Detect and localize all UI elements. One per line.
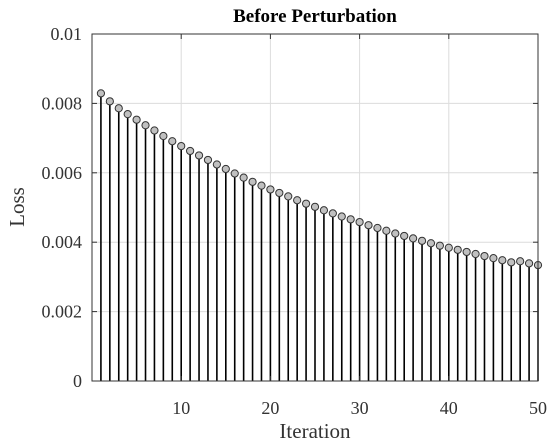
stem-marker: [498, 256, 507, 265]
stem-marker: [177, 141, 186, 151]
tick-marks: [92, 33, 539, 382]
x-axis-label: Iteration: [279, 419, 351, 443]
stem-marker: [453, 245, 462, 254]
x-tick-label: 50: [529, 398, 547, 418]
stem-marker: [373, 223, 382, 233]
stem-marker: [239, 173, 248, 182]
x-tick-label: 10: [172, 398, 190, 418]
stem-marker: [319, 206, 329, 215]
y-tick-label: 0.008: [42, 93, 83, 113]
stem-marker: [462, 247, 471, 257]
stem-marker: [186, 146, 195, 156]
stem-marker: [524, 259, 534, 268]
stem-marker: [346, 215, 355, 224]
stem-marker: [391, 229, 400, 238]
stem-marker: [310, 202, 320, 211]
stem-marker: [293, 196, 302, 205]
stem-marker: [480, 251, 489, 261]
stem-marker: [417, 236, 427, 245]
stem-marker: [301, 199, 311, 208]
stem-marker: [382, 226, 391, 235]
stem-marker: [426, 239, 436, 248]
stem-marker: [141, 121, 150, 130]
stem-marker: [435, 241, 444, 250]
stem-marker: [114, 104, 123, 113]
stem-marker: [194, 151, 204, 160]
stem-marker: [409, 234, 418, 243]
stem-marker: [489, 254, 498, 263]
stem-marker: [400, 231, 409, 241]
x-tick-label: 30: [351, 398, 369, 418]
stem-marker: [507, 258, 516, 267]
y-tick-label: 0.01: [51, 24, 83, 44]
stem-marker: [105, 97, 114, 106]
stem-marker: [337, 212, 346, 221]
stem-marker: [230, 169, 239, 178]
stem-marker: [284, 192, 293, 201]
stem-marker: [168, 137, 177, 146]
stem-marker: [159, 131, 168, 141]
stem-marker: [275, 188, 284, 198]
plot-frame: [91, 33, 539, 382]
stem-marker: [123, 110, 132, 119]
stem-marker: [266, 185, 275, 194]
stem-marker: [516, 257, 525, 266]
stem-marker: [212, 160, 221, 169]
stem-marker: [355, 217, 364, 227]
stem-marker: [257, 181, 266, 190]
y-tick-label: 0.002: [42, 302, 83, 322]
stem-marker: [203, 155, 213, 165]
tick-labels: 10 20 30 40 50 0 0.002 0.004 0.006 0.008 0.01: [42, 24, 548, 418]
y-axis-label: Loss: [5, 187, 29, 227]
y-tick-label: 0.004: [42, 232, 83, 252]
stem-series: [96, 89, 543, 381]
y-tick-label: 0: [73, 371, 82, 391]
stem-marker: [132, 115, 141, 124]
y-tick-label: 0.006: [42, 163, 83, 183]
stem-marker: [444, 243, 453, 252]
x-tick-label: 40: [440, 398, 458, 418]
stem-marker: [364, 221, 373, 230]
stem-marker: [471, 249, 480, 259]
x-tick-label: 20: [261, 398, 279, 418]
stem-marker: [150, 126, 159, 135]
chart-title: Before Perturbation: [233, 6, 397, 27]
stem-marker: [248, 177, 257, 186]
stem-marker: [221, 164, 230, 174]
stem-marker: [96, 89, 106, 98]
stem-marker: [328, 209, 337, 218]
